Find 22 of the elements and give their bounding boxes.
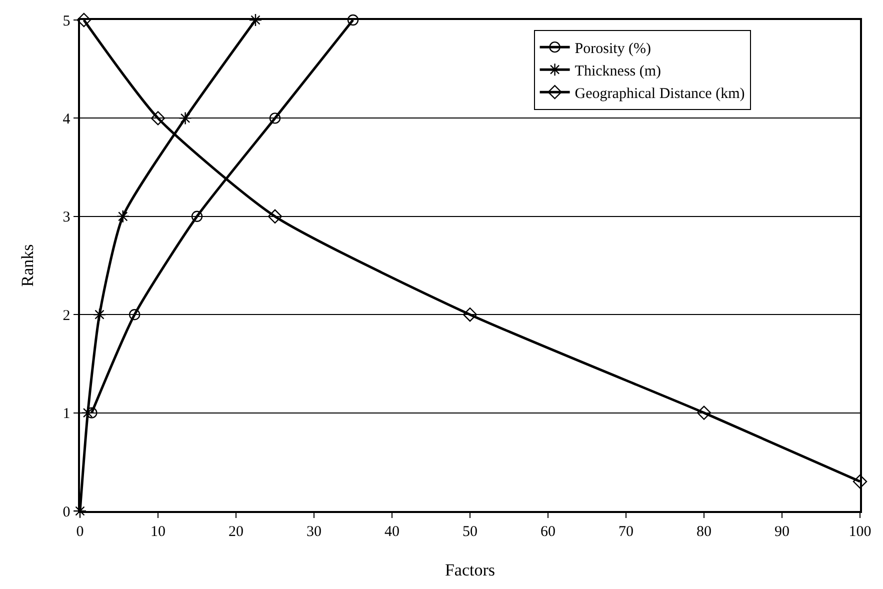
- x-tick-label: 10: [150, 524, 166, 540]
- x-tick-label: 50: [462, 524, 478, 540]
- legend-label: Geographical Distance (km): [574, 86, 745, 102]
- x-tick-label: 40: [384, 524, 400, 540]
- y-axis-title: Ranks: [18, 244, 37, 287]
- x-tick-label: 60: [540, 524, 556, 540]
- legend-label: Thickness (m): [574, 63, 662, 80]
- y-tick-label: 2: [62, 308, 70, 324]
- x-axis-title: Factors: [444, 560, 496, 580]
- x-tick-label: 100: [848, 524, 872, 540]
- x-tick-label: 70: [618, 524, 634, 540]
- y-tick-label: 5: [62, 13, 70, 30]
- x-tick-label: 30: [306, 524, 322, 540]
- legend-label: Porosity (%): [574, 40, 652, 57]
- x-tick-label: 80: [696, 524, 712, 540]
- y-tick-label: 0: [62, 504, 70, 520]
- x-tick-label: 20: [228, 524, 244, 540]
- y-tick-label: 3: [62, 210, 70, 226]
- y-tick-label: 4: [62, 111, 71, 128]
- y-tick-label: 1: [62, 406, 70, 422]
- x-tick-label: 90: [774, 524, 790, 540]
- x-tick-label: 0: [76, 524, 84, 540]
